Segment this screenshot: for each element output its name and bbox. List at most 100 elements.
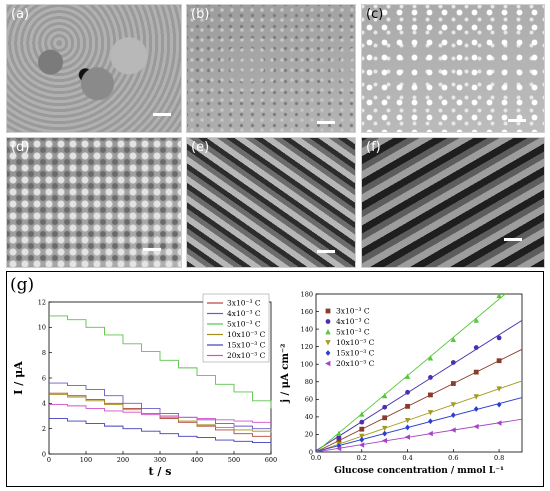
x-tick-label: 0.8 — [494, 454, 504, 462]
legend-label: 20x10⁻³ C — [227, 351, 266, 360]
sem-panel-f: (f) — [361, 137, 545, 268]
data-point — [359, 411, 365, 417]
series-line — [49, 404, 271, 423]
data-point — [381, 437, 388, 444]
data-point — [450, 381, 456, 386]
x-tick-label: 0.2 — [357, 454, 367, 462]
data-point — [381, 425, 388, 432]
x-tick-label: 400 — [191, 456, 203, 464]
y-tick-label: 140 — [301, 325, 313, 333]
data-point — [335, 445, 342, 452]
chart-current-vs-time: 0 100 200 300 400 500 600 0 2 4 6 8 10 12 t / s I / μA 3… — [12, 293, 277, 478]
data-point — [427, 410, 434, 416]
data-point — [473, 317, 479, 323]
legend-label: 10x10⁻³ C — [227, 330, 266, 339]
sem-panel-a: (a) — [6, 4, 182, 133]
legend-marker — [325, 360, 331, 367]
data-point — [359, 419, 365, 425]
y-tick-label: 40 — [305, 413, 313, 421]
data-point — [473, 423, 479, 430]
data-point — [473, 345, 479, 350]
panel-label-a: (a) — [11, 7, 30, 22]
x-tick-label: 200 — [117, 456, 129, 464]
x-tick-label: 100 — [80, 456, 92, 464]
y-tick-label: 6 — [42, 374, 46, 382]
fit-line — [315, 293, 506, 453]
data-point — [427, 355, 434, 361]
y-axis-title: I / μA — [12, 361, 25, 395]
data-point — [358, 442, 365, 448]
data-point — [473, 394, 479, 400]
data-point — [496, 292, 502, 299]
data-point — [450, 427, 456, 433]
panel-label-f: (f) — [366, 140, 381, 155]
data-point — [450, 412, 456, 419]
scale-bar — [508, 119, 526, 122]
y-tick-label: 12 — [38, 298, 46, 306]
fit-line — [315, 348, 523, 453]
series-line — [49, 418, 272, 444]
legend-marker — [325, 340, 331, 346]
data-point — [496, 401, 502, 408]
panel-g-frame — [6, 271, 544, 487]
data-point — [450, 402, 457, 408]
y-tick-label: 2 — [42, 425, 46, 433]
data-point — [359, 433, 365, 440]
fit-line — [315, 380, 523, 453]
legend-label: 3x10⁻³ C — [336, 307, 370, 316]
fit-line — [315, 319, 523, 452]
series-line — [49, 315, 272, 409]
plot-frame — [315, 293, 523, 453]
data-point — [405, 424, 410, 431]
legend-box — [202, 293, 270, 363]
data-point — [359, 436, 365, 443]
series-line — [49, 394, 272, 433]
legend-label: 5x10⁻³ C — [227, 320, 261, 329]
scale-bar — [317, 121, 335, 124]
y-tick-label: 8 — [42, 349, 46, 357]
data-point — [428, 374, 433, 380]
x-tick-label: 500 — [228, 456, 240, 464]
data-point — [359, 426, 365, 432]
x-tick-label: 600 — [265, 456, 277, 464]
panel-label-b: (b) — [191, 7, 210, 22]
sem-panel-d: (d) — [6, 137, 182, 268]
legend-label: 20x10⁻³ C — [336, 359, 375, 368]
sem-panel-e: (e) — [186, 137, 356, 268]
scale-bar — [143, 248, 161, 251]
data-point — [428, 418, 433, 425]
panel-label-g: (g) — [10, 275, 35, 295]
legend-label: 3x10⁻³ C — [227, 299, 261, 308]
data-point — [496, 420, 502, 426]
y-tick-label: 120 — [301, 343, 313, 351]
y-tick-label: 60 — [305, 396, 313, 404]
y-tick-label: 10 — [38, 324, 46, 332]
data-point — [450, 336, 457, 343]
fit-line — [315, 418, 523, 453]
data-point — [382, 404, 388, 410]
x-axis-title: t / s — [149, 465, 172, 478]
scale-bar — [317, 250, 335, 253]
data-point — [427, 430, 433, 437]
data-point — [496, 335, 502, 341]
legend-label: 15x10⁻³ C — [227, 341, 266, 350]
data-point — [336, 438, 342, 443]
series-line — [49, 382, 272, 430]
y-tick-label: 160 — [301, 308, 313, 316]
data-point — [404, 373, 411, 379]
data-point — [404, 418, 411, 424]
sem-panel-b: (b) — [186, 4, 356, 133]
sem-panel-c: (c) — [361, 4, 545, 133]
x-tick-label: 0.0 — [311, 454, 321, 462]
panel-label-e: (e) — [191, 140, 210, 155]
data-point — [450, 360, 456, 365]
data-point — [381, 392, 388, 399]
y-axis-title: j / μA cm⁻² — [280, 343, 291, 403]
x-tick-label: 0 — [47, 456, 51, 464]
legend-label: 5x10⁻³ C — [336, 328, 370, 337]
scale-bar — [504, 238, 522, 241]
data-point — [382, 430, 388, 437]
data-point — [405, 389, 410, 395]
data-point — [405, 403, 410, 409]
legend-marker — [325, 350, 331, 356]
